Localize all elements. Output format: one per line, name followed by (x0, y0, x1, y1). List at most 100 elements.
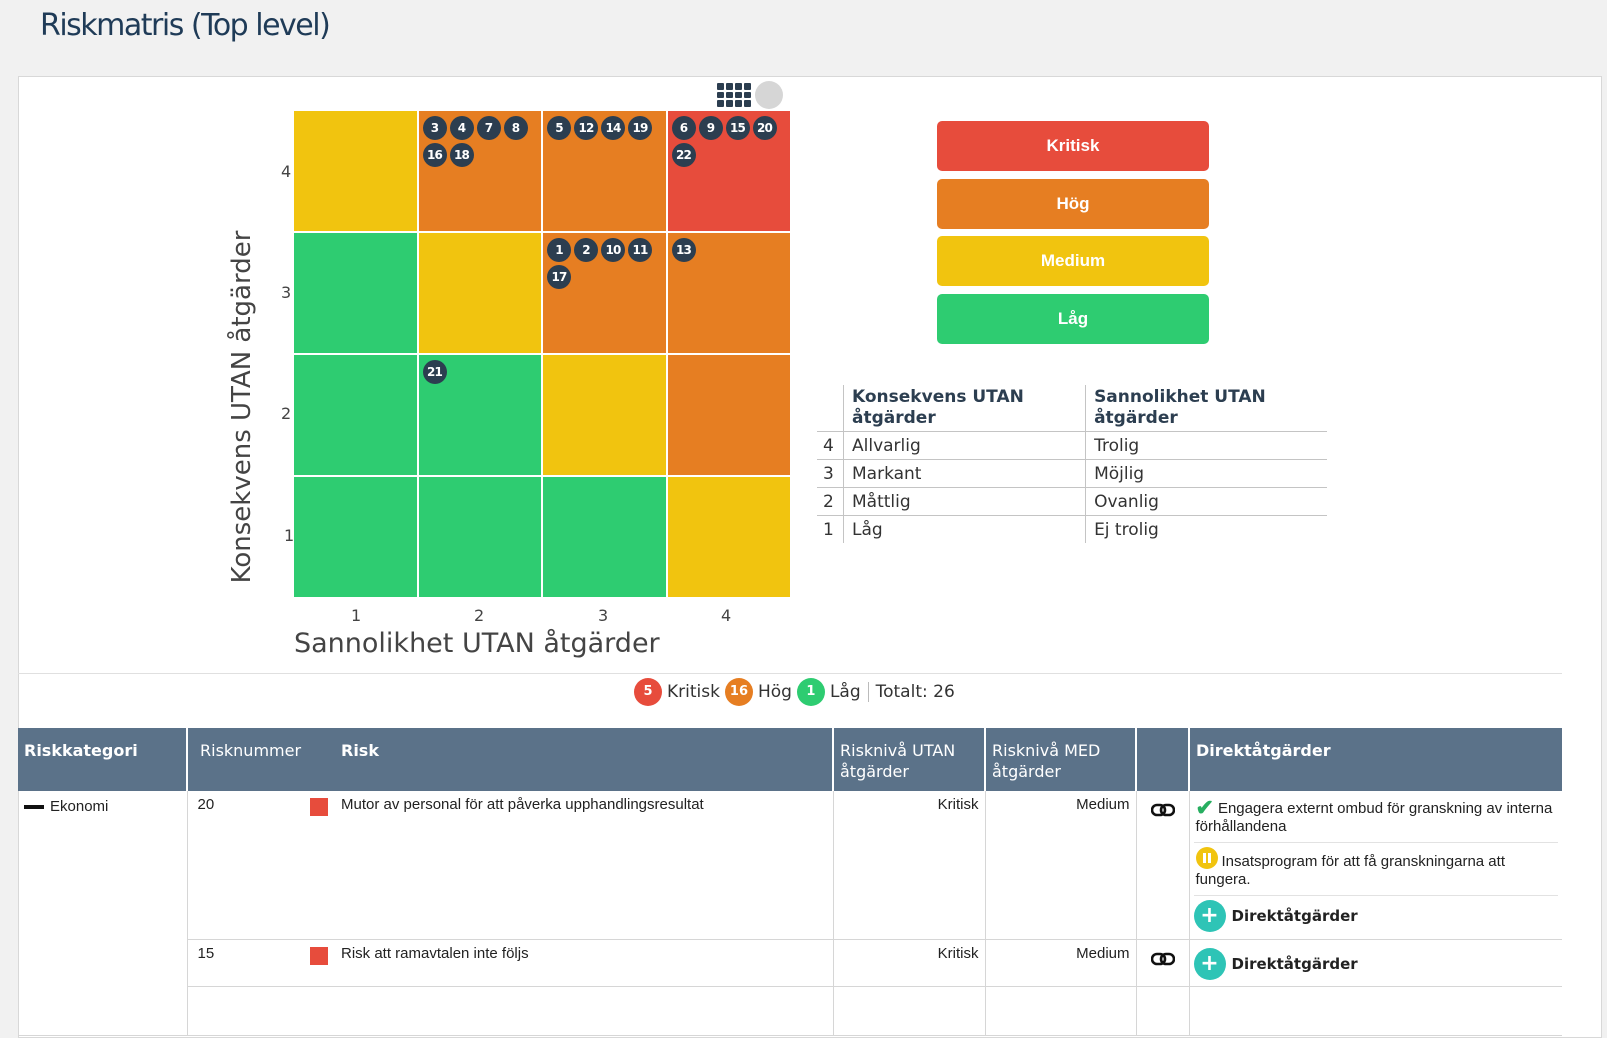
lag-count-badge: 1 (796, 678, 825, 706)
kritisk-count-badge: 5 (634, 678, 662, 706)
risk-pin[interactable]: 6 (671, 116, 696, 140)
risk-pin[interactable]: 19 (628, 116, 652, 140)
risk-pin[interactable]: 9 (698, 116, 723, 140)
link-cell (1135, 791, 1189, 940)
scale-header: Konsekvens UTAN åtgärder (842, 385, 1086, 432)
action-text: Insatsprogram för att få granskningarna … (1195, 853, 1505, 888)
risk-number-cell (186, 986, 335, 1036)
risk-table: Riskkategori Risknummer Risk Risknivå UT… (18, 728, 1562, 1036)
link-icon[interactable] (1150, 952, 1175, 966)
matrix-cell[interactable] (294, 111, 417, 231)
risk-matrix: 3 4 7 8 16 18 5 12 14 19 6 9 15 20 22 1 2 10 11 17 13 21 (294, 111, 790, 597)
risk-pin[interactable]: 11 (628, 238, 652, 262)
risk-pin[interactable]: 5 (547, 116, 571, 140)
scale-consequence: Låg (842, 515, 1086, 543)
matrix-cell[interactable] (543, 477, 666, 597)
risk-pin[interactable]: 10 (601, 238, 625, 262)
risk-pin[interactable]: 2 (574, 238, 598, 262)
scale-level: 4 (817, 431, 844, 460)
add-action-button[interactable]: + Direktåtgärder (1193, 896, 1559, 936)
matrix-cell[interactable] (294, 355, 417, 475)
table-row: Ekonomi 20 Mutor av personal för att påv… (18, 791, 1562, 1036)
plus-icon: + (1193, 948, 1226, 980)
summary-separator (867, 682, 869, 702)
table-row (18, 986, 1562, 1036)
matrix-cell[interactable] (294, 477, 417, 597)
matrix-cell[interactable] (667, 477, 790, 597)
scale-level: 1 (817, 515, 844, 543)
risk-pin[interactable]: 20 (752, 116, 777, 140)
collapse-icon[interactable] (24, 805, 44, 810)
col-header-number[interactable]: Risknummer (186, 728, 335, 791)
risk-title-link[interactable]: Mutor av personal för att påverka upphan… (341, 796, 704, 813)
risk-pin[interactable]: 22 (671, 143, 696, 167)
bubble-view-toggle[interactable] (755, 81, 783, 109)
risk-cell: Risk att ramavtalen inte följs (335, 939, 833, 987)
action-item[interactable]: ✔ Engagera externt ombud för granskning a… (1193, 795, 1558, 843)
risk-pin[interactable]: 13 (671, 238, 696, 262)
matrix-cell[interactable]: 21 (418, 355, 541, 475)
risk-pin[interactable]: 3 (422, 116, 447, 140)
add-action-label: Direktåtgärder (1231, 954, 1358, 973)
add-action-button[interactable]: + Direktåtgärder (1193, 944, 1559, 984)
col-header-level-with[interactable]: Risknivå MED åtgärder (984, 728, 1136, 791)
risk-level-square (309, 798, 328, 816)
col-header-category[interactable]: Riskkategori (18, 728, 187, 791)
matrix-cell[interactable]: 6 9 15 20 22 (667, 111, 790, 231)
scale-row: 2 Måttlig Ovanlig (817, 487, 1327, 516)
level-with-cell: Medium (984, 939, 1136, 987)
link-icon[interactable] (1150, 803, 1175, 817)
scale-row: 3 Markant Möjlig (817, 459, 1327, 488)
matrix-cell[interactable] (667, 355, 790, 475)
y-tick: 3 (281, 283, 292, 302)
risk-pin[interactable]: 7 (476, 116, 501, 140)
col-header-level-without[interactable]: Risknivå UTAN åtgärder (832, 728, 985, 791)
x-tick: 2 (474, 606, 485, 625)
matrix-cell[interactable] (418, 477, 541, 597)
matrix-cell[interactable] (543, 355, 666, 475)
legend-kritisk-button[interactable]: Kritisk (937, 121, 1209, 171)
action-item[interactable]: Insatsprogram för att få granskningarna … (1193, 843, 1558, 896)
matrix-cell[interactable]: 5 12 14 19 (543, 111, 666, 231)
check-icon: ✔ (1195, 795, 1214, 820)
legend-medium-button[interactable]: Medium (937, 236, 1209, 286)
risk-pin[interactable]: 15 (725, 116, 750, 140)
plus-icon: + (1193, 900, 1226, 932)
risk-pin[interactable]: 1 (547, 238, 571, 262)
risk-level-square (309, 947, 328, 965)
risk-pin[interactable]: 8 (503, 116, 528, 140)
legend-lag-button[interactable]: Låg (937, 294, 1209, 344)
risk-pin[interactable]: 18 (449, 143, 474, 167)
category-cell: Ekonomi (18, 791, 187, 1036)
link-cell (1135, 986, 1189, 1036)
scale-level: 3 (817, 459, 844, 488)
level-without-cell: Kritisk (832, 939, 985, 987)
risk-pin[interactable]: 4 (449, 116, 474, 140)
risk-pin[interactable]: 16 (422, 143, 447, 167)
category-label: Ekonomi (50, 798, 109, 815)
x-axis-label: Sannolikhet UTAN åtgärder (294, 628, 660, 659)
divider (18, 673, 1562, 674)
risk-pin[interactable]: 14 (601, 116, 625, 140)
matrix-cell[interactable]: 1 2 10 11 17 (543, 233, 666, 353)
matrix-cell[interactable] (294, 233, 417, 353)
risk-pin[interactable]: 21 (422, 360, 447, 384)
matrix-cell[interactable] (418, 233, 541, 353)
hog-summary-label: Hög (757, 682, 792, 702)
legend-hog-button[interactable]: Hög (937, 179, 1209, 229)
scale-probability: Trolig (1085, 431, 1327, 460)
scale-consequence: Markant (842, 459, 1086, 488)
col-header-risk[interactable]: Risk (335, 728, 833, 791)
matrix-cell[interactable]: 3 4 7 8 16 18 (418, 111, 541, 231)
link-cell (1135, 939, 1189, 987)
risk-pin[interactable]: 17 (547, 265, 571, 289)
risk-title-link[interactable]: Risk att ramavtalen inte följs (341, 945, 529, 962)
x-tick: 4 (721, 606, 732, 625)
risk-pin[interactable]: 12 (574, 116, 598, 140)
matrix-cell[interactable]: 13 (667, 233, 790, 353)
risk-cell: Mutor av personal för att påverka upphan… (335, 791, 833, 940)
scale-probability: Ej trolig (1085, 515, 1327, 543)
col-header-actions[interactable]: Direktåtgärder (1188, 728, 1562, 791)
y-tick: 1 (284, 526, 295, 545)
grid-view-icon[interactable] (717, 83, 751, 107)
